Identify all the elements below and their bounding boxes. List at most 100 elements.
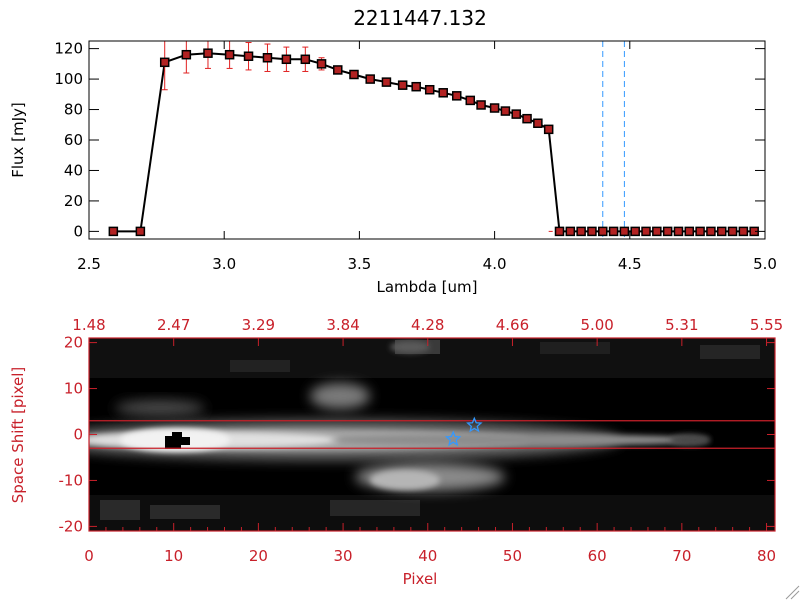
flux-point-43 bbox=[716, 226, 727, 237]
pixel-axis-label: Pixel bbox=[403, 570, 438, 588]
space-shift-y-tick-label-4: 20 bbox=[64, 334, 83, 352]
flux-point-0 bbox=[108, 226, 119, 237]
pixel-x-tick-label-0: 0 bbox=[84, 547, 94, 565]
space-shift-y-tick-label-0: -20 bbox=[59, 517, 84, 535]
wavelength-top-tick-label-8: 5.55 bbox=[750, 316, 783, 334]
wavelength-top-tick-label-4: 4.28 bbox=[411, 316, 444, 334]
space-shift-y-tick-label-3: 10 bbox=[64, 380, 83, 398]
flux-point-40 bbox=[684, 226, 695, 237]
pixel-x-tick-label-8: 80 bbox=[757, 547, 776, 565]
flux-point-39 bbox=[673, 226, 684, 237]
flux-point-2 bbox=[159, 57, 170, 68]
flux-point-16 bbox=[411, 81, 421, 92]
spectral-image-overlays bbox=[89, 416, 775, 449]
flux-point-33 bbox=[608, 226, 619, 237]
flux-point-27 bbox=[543, 124, 554, 135]
flux-point-3 bbox=[181, 49, 192, 60]
flux-point-29 bbox=[565, 226, 576, 237]
flux-y-tick-label-1: 20 bbox=[64, 192, 83, 210]
pixel-x-axis: 0 10 20 30 40 50 60 70 80 bbox=[84, 523, 776, 565]
flux-point-13 bbox=[365, 74, 375, 84]
flux-point-8 bbox=[281, 54, 292, 65]
flux-point-34 bbox=[619, 226, 630, 237]
space-shift-y-tick-label-2: 0 bbox=[73, 426, 83, 444]
flux-point-25 bbox=[522, 113, 532, 124]
flux-x-tick-label-0: 2.5 bbox=[77, 255, 101, 273]
spectral-image-chart: 0 10 20 30 40 50 60 70 80 -20 -10 0 10 20 1.48 2.47 3.… bbox=[9, 316, 783, 588]
flux-y-tick-label-0: 0 bbox=[73, 222, 83, 240]
pixel-x-tick-label-6: 60 bbox=[588, 547, 607, 565]
flux-point-38 bbox=[662, 226, 673, 237]
flux-point-5 bbox=[224, 49, 235, 60]
flux-point-7 bbox=[262, 53, 273, 63]
flux-point-42 bbox=[706, 226, 716, 237]
flux-x-tick-label-4: 4.5 bbox=[618, 255, 642, 273]
wavelength-top-tick-label-2: 3.29 bbox=[242, 316, 275, 334]
flux-point-12 bbox=[349, 69, 359, 80]
wavelength-top-tick-label-1: 2.47 bbox=[157, 316, 190, 334]
space-shift-y-tick-label-1: -10 bbox=[59, 471, 84, 489]
spectral-image-emission bbox=[89, 338, 775, 531]
flux-point-24 bbox=[511, 109, 521, 119]
pixel-x-tick-label-2: 20 bbox=[249, 547, 268, 565]
flux-series-line bbox=[113, 52, 755, 233]
flux-point-45 bbox=[738, 226, 749, 237]
flux-y-axis-label: Flux [mJy] bbox=[9, 102, 27, 178]
flux-point-36 bbox=[641, 226, 651, 237]
wavelength-top-tick-label-3: 3.84 bbox=[326, 316, 359, 334]
flux-point-17 bbox=[424, 84, 435, 95]
flux-point-19 bbox=[451, 91, 462, 101]
flux-point-31 bbox=[587, 226, 597, 237]
flux-x-axis-label: Lambda [um] bbox=[377, 278, 478, 296]
pixel-x-tick-label-7: 70 bbox=[672, 547, 691, 565]
flux-x-axis: 2.5 3.0 3.5 4.0 4.5 5.0 bbox=[77, 41, 777, 273]
flux-point-28 bbox=[554, 226, 565, 237]
wavelength-top-tick-label-7: 5.31 bbox=[665, 316, 698, 334]
flux-y-tick-label-4: 80 bbox=[64, 101, 83, 119]
flux-point-11 bbox=[333, 65, 343, 75]
flux-point-9 bbox=[300, 54, 311, 65]
flux-point-4 bbox=[203, 48, 213, 58]
wavelength-top-tick-label-0: 1.48 bbox=[72, 316, 105, 334]
flux-y-tick-label-2: 40 bbox=[64, 161, 83, 179]
resize-grip-icon[interactable] bbox=[785, 585, 800, 600]
wavelength-top-tick-label-6: 5.00 bbox=[580, 316, 613, 334]
wavelength-top-axis: 1.48 2.47 3.29 3.84 4.28 4.66 5.00 5.31 5.55 bbox=[72, 316, 783, 346]
flux-y-tick-label-5: 100 bbox=[54, 70, 83, 88]
pixel-x-tick-label-1: 10 bbox=[164, 547, 183, 565]
pixel-x-tick-label-5: 50 bbox=[503, 547, 522, 565]
flux-point-44 bbox=[727, 226, 738, 237]
flux-point-35 bbox=[630, 226, 640, 237]
flux-point-41 bbox=[695, 226, 705, 237]
flux-x-tick-label-5: 5.0 bbox=[753, 255, 777, 273]
wavelength-top-tick-label-5: 4.66 bbox=[496, 316, 529, 334]
flux-point-30 bbox=[576, 226, 586, 237]
flux-y-axis: 0 20 40 60 80 100 120 bbox=[54, 40, 765, 240]
flux-point-6 bbox=[243, 51, 254, 61]
flux-point-37 bbox=[652, 226, 662, 237]
flux-x-tick-label-3: 4.0 bbox=[483, 255, 507, 273]
flux-point-15 bbox=[397, 80, 408, 90]
flux-plot-area bbox=[108, 40, 759, 239]
flux-x-tick-label-2: 3.5 bbox=[347, 255, 371, 273]
pixel-x-tick-label-4: 40 bbox=[418, 547, 437, 565]
flux-point-21 bbox=[476, 100, 486, 110]
flux-point-23 bbox=[500, 106, 511, 116]
flux-x-tick-label-1: 3.0 bbox=[212, 255, 236, 273]
pixel-x-tick-label-3: 30 bbox=[334, 547, 353, 565]
star-marker-icon-1 bbox=[466, 416, 483, 433]
flux-point-10 bbox=[316, 59, 327, 69]
space-shift-axis-label: Space Shift [pixel] bbox=[9, 367, 27, 504]
flux-y-tick-label-3: 60 bbox=[64, 131, 83, 149]
flux-y-tick-label-6: 120 bbox=[54, 40, 83, 58]
flux-point-14 bbox=[381, 77, 392, 87]
star-marker-icon-0 bbox=[444, 430, 462, 447]
flux-point-26 bbox=[533, 118, 543, 128]
flux-point-22 bbox=[489, 103, 500, 113]
flux-plot-frame bbox=[88, 40, 766, 240]
space-shift-y-axis: -20 -10 0 10 20 bbox=[59, 334, 775, 535]
chart-title: 2211447.132 bbox=[353, 6, 487, 30]
flux-point-20 bbox=[465, 95, 476, 106]
flux-point-1 bbox=[135, 226, 146, 237]
